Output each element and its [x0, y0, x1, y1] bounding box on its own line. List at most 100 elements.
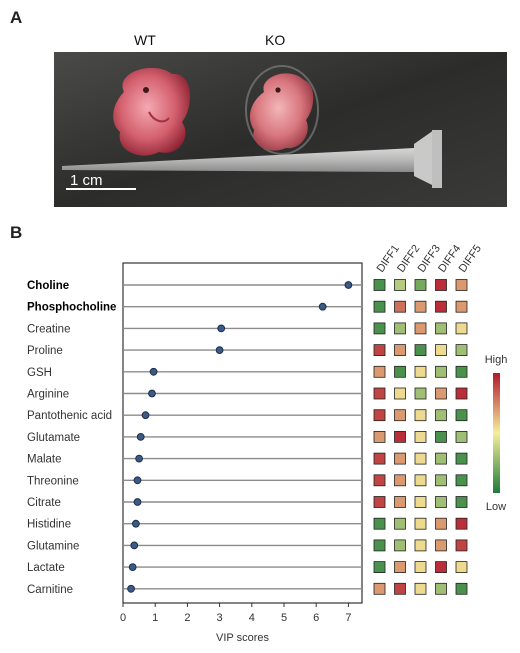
heatmap-cell — [373, 365, 386, 378]
heatmap-cell — [414, 365, 427, 378]
heatmap-cell — [455, 387, 468, 400]
ko-label: KO — [265, 32, 286, 48]
x-tick-label: 4 — [249, 612, 255, 624]
heatmap-cell — [435, 322, 447, 335]
vip-dot — [135, 454, 144, 463]
heatmap-cell — [394, 561, 406, 573]
heatmap-cell — [394, 517, 406, 530]
heatmap-cell — [373, 322, 386, 335]
heatmap-cell — [414, 300, 427, 313]
heatmap-cell — [435, 539, 447, 552]
heatmap-column-label: DIFF1 — [375, 243, 402, 275]
vip-dot — [217, 324, 226, 333]
metabolite-label: Phosphocholine — [27, 302, 116, 314]
metabolite-label: Malate — [27, 454, 62, 466]
panel-b-label: B — [10, 223, 23, 242]
heatmap-cell — [455, 474, 468, 487]
heatmap-cell — [394, 452, 406, 465]
vip-dot — [136, 433, 145, 441]
heatmap-cell — [414, 322, 427, 335]
ko-embryo — [245, 65, 319, 155]
vip-dot — [128, 563, 137, 571]
heatmap-cell — [414, 539, 427, 552]
panel-a-label: A — [10, 8, 23, 27]
heatmap-cell — [435, 279, 447, 291]
heatmap-cell — [373, 430, 386, 443]
vip-dot — [127, 584, 135, 593]
heatmap-cell — [414, 517, 427, 530]
heatmap-cell — [455, 300, 468, 313]
heatmap-cell — [394, 474, 406, 487]
x-tick-label: 5 — [281, 612, 287, 624]
heatmap-cell — [373, 279, 386, 291]
wt-label: WT — [134, 32, 156, 48]
heatmap-cell — [394, 582, 406, 595]
vip-dot — [149, 367, 158, 376]
vip-dot — [318, 302, 327, 311]
metabolite-label: Threonine — [27, 475, 79, 487]
x-tick-label: 3 — [217, 612, 223, 624]
vip-dot — [131, 519, 140, 528]
metabolite-label: Glutamine — [27, 540, 79, 552]
heatmap-cell — [455, 430, 468, 443]
heatmap-cell — [394, 322, 406, 335]
heatmap-cell — [394, 365, 406, 378]
heatmap-cell — [394, 300, 406, 313]
heatmap-cell — [455, 539, 468, 552]
vip-dot — [130, 541, 139, 550]
colorbar-high-label: High — [485, 354, 508, 366]
heatmap-cell — [373, 517, 386, 530]
heatmap-cell — [394, 387, 406, 400]
heatmap-cell — [373, 387, 386, 400]
heatmap-cell — [373, 474, 386, 487]
metabolite-label: Choline — [27, 280, 69, 292]
heatmap-column-label: DIFF3 — [416, 243, 443, 275]
heatmap-cell — [435, 474, 447, 487]
heatmap-cell — [394, 409, 406, 422]
heatmap-cell — [435, 452, 447, 465]
vip-dot — [344, 281, 353, 289]
colorbar — [493, 373, 500, 493]
x-axis-label: VIP scores — [216, 632, 269, 644]
svg-text:1 cm: 1 cm — [70, 172, 103, 189]
heatmap-cell — [414, 387, 427, 400]
heatmap-cell — [455, 452, 468, 465]
heatmap-cell — [373, 344, 386, 357]
heatmap-cell — [435, 496, 447, 508]
heatmap-cell — [435, 344, 447, 357]
vip-dot — [133, 476, 142, 485]
embryo-photo: 1 cm — [54, 52, 507, 207]
metabolite-label: Carnitine — [27, 584, 73, 596]
heatmap-cell — [394, 496, 406, 508]
heatmap-cell — [394, 539, 406, 552]
x-tick-label: 1 — [152, 612, 158, 624]
wt-embryo — [113, 67, 191, 156]
heatmap-cell — [435, 387, 447, 400]
plot-frame — [122, 262, 363, 604]
heatmap-cell — [414, 452, 427, 465]
x-tick-label: 6 — [313, 612, 319, 624]
heatmap-cell — [455, 322, 468, 335]
heatmap-cell — [455, 496, 468, 508]
heatmap-cell — [455, 344, 468, 357]
heatmap-cell — [455, 582, 468, 595]
heatmap-cell — [435, 409, 447, 422]
heatmap-cell — [455, 409, 468, 422]
heatmap-cell — [394, 279, 406, 291]
vip-dot — [141, 411, 150, 420]
heatmap-cell — [373, 452, 386, 465]
heatmap-cell — [373, 561, 386, 573]
x-tick-label: 0 — [120, 612, 126, 624]
heatmap-cell — [455, 279, 468, 291]
metabolite-label: Lactate — [27, 562, 65, 574]
heatmap-cell — [414, 279, 427, 291]
vip-dot — [133, 498, 142, 506]
heatmap-cell — [414, 430, 427, 443]
metabolite-label: Pantothenic acid — [27, 410, 112, 422]
heatmap-cell — [455, 517, 468, 530]
heatmap-cell — [373, 496, 386, 508]
metabolite-label: Creatine — [27, 323, 70, 335]
heatmap-column-label: DIFF2 — [395, 243, 422, 275]
vip-dot — [215, 346, 224, 355]
heatmap-column-label: DIFF4 — [436, 243, 463, 275]
